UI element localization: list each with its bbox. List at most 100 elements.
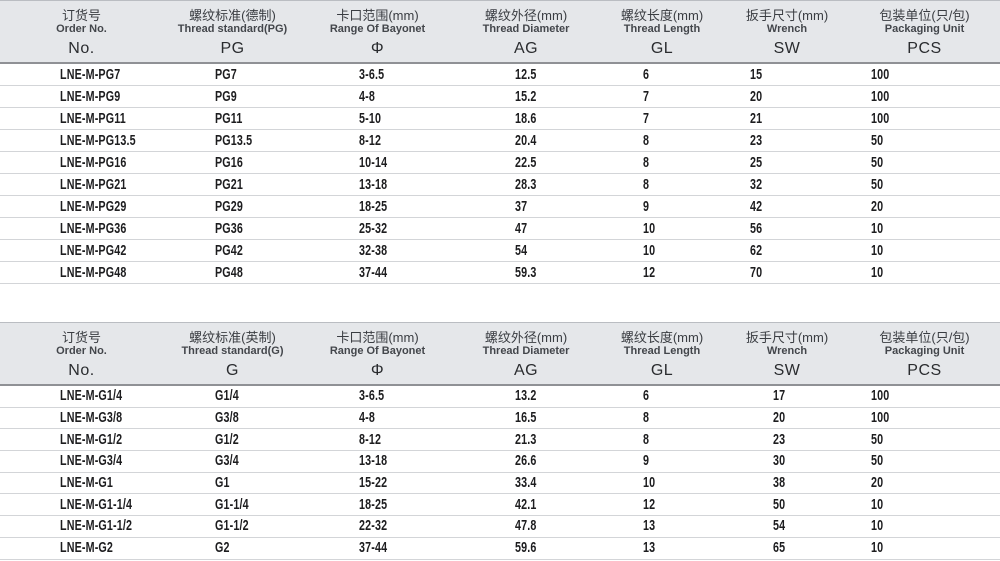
cell-value: 23 <box>773 431 786 448</box>
column-header-5: 扳手尺寸(mm) Wrench SW <box>725 323 849 384</box>
table-cell: G3/8 <box>163 408 302 429</box>
cell-value: 23 <box>750 132 763 149</box>
column-label-cn: 螺纹长度(mm) <box>620 330 704 345</box>
table-cell: G1 <box>163 473 302 494</box>
table-cell: LNE-M-PG29 <box>0 196 163 217</box>
table-cell: 30 <box>725 451 849 472</box>
cell-value: LNE-M-G3/8 <box>60 410 123 427</box>
table-cell: 100 <box>849 86 1000 107</box>
table-cell: 100 <box>849 64 1000 85</box>
table-cell: 70 <box>725 262 849 283</box>
column-header-1: 螺纹标准(德制) Thread standard(PG) PG <box>163 1 302 62</box>
table-cell: 8-12 <box>302 429 453 450</box>
cell-value: 18-25 <box>359 496 388 513</box>
table-cell: 15-22 <box>302 473 453 494</box>
table-cell: 10 <box>849 218 1000 239</box>
column-label-en: Wrench <box>766 23 808 35</box>
cell-value: 50 <box>871 176 884 193</box>
column-label-en: Range Of Bayonet <box>329 23 426 35</box>
column-header-3: 螺纹外径(mm) Thread Diameter AG <box>453 323 599 384</box>
table-cell: 4-8 <box>302 408 453 429</box>
column-label-code: PCS <box>907 362 942 379</box>
column-header-4: 螺纹长度(mm) Thread Length GL <box>599 323 725 384</box>
column-label-en: Packaging Unit <box>884 345 965 357</box>
cell-value: 9 <box>643 453 650 470</box>
table-cell: G3/4 <box>163 451 302 472</box>
cell-value: 5-10 <box>359 110 382 127</box>
pg-table-header-row: 订货号 Order No. No. 螺纹标准(德制) Thread standard(P… <box>0 0 1000 64</box>
cell-value: 7 <box>643 88 650 105</box>
table-cell: 10 <box>849 516 1000 537</box>
table-cell: 21 <box>725 108 849 129</box>
cell-value: 3-6.5 <box>359 66 385 83</box>
table-cell: PG42 <box>163 240 302 261</box>
cell-value: 6 <box>643 66 650 83</box>
cell-value: 8-12 <box>359 431 382 448</box>
column-label-code: G <box>226 362 239 379</box>
cell-value: 59.6 <box>515 540 537 557</box>
column-header-6: 包装单位(只/包) Packaging Unit PCS <box>849 323 1000 384</box>
table-cell: 54 <box>453 240 599 261</box>
cell-value: PG16 <box>215 154 244 171</box>
table-cell: 20 <box>849 196 1000 217</box>
cell-value: G1/4 <box>215 388 239 405</box>
column-label-cn: 螺纹外径(mm) <box>484 8 568 23</box>
cell-value: 32-38 <box>359 242 388 259</box>
cell-value: G1/2 <box>215 431 239 448</box>
cell-value: 26.6 <box>515 453 537 470</box>
table-cell: 38 <box>725 473 849 494</box>
cell-value: 17 <box>773 388 786 405</box>
table-cell: LNE-M-PG7 <box>0 64 163 85</box>
cell-value: 56 <box>750 220 763 237</box>
table-cell: 20 <box>725 86 849 107</box>
cell-value: 50 <box>773 496 786 513</box>
table-row: LNE-M-G1-1/2 G1-1/2 22-32 47.8 13 54 10 <box>0 516 1000 538</box>
table-cell: 33.4 <box>453 473 599 494</box>
cell-value: 6 <box>643 388 650 405</box>
table-cell: 10-14 <box>302 152 453 173</box>
column-label-code: GL <box>650 362 674 379</box>
cell-value: PG36 <box>215 220 244 237</box>
cell-value: 22.5 <box>515 154 537 171</box>
column-label-en: Order No. <box>56 23 107 35</box>
table-cell: 50 <box>849 451 1000 472</box>
cell-value: 47 <box>515 220 528 237</box>
table-cell: 37-44 <box>302 538 453 559</box>
column-label-cn: 订货号 <box>61 8 101 23</box>
table-cell: 21.3 <box>453 429 599 450</box>
g-spec-table: 订货号 Order No. No. 螺纹标准(英制) Thread standard(G… <box>0 322 1000 560</box>
table-cell: LNE-M-PG42 <box>0 240 163 261</box>
table-cell: 100 <box>849 408 1000 429</box>
column-header-5: 扳手尺寸(mm) Wrench SW <box>725 1 849 62</box>
column-label-code: PG <box>220 40 245 57</box>
table-cell: LNE-M-PG48 <box>0 262 163 283</box>
table-cell: 32 <box>725 174 849 195</box>
table-row: LNE-M-PG16 PG16 10-14 22.5 8 25 50 <box>0 152 1000 174</box>
cell-value: G3/8 <box>215 410 239 427</box>
table-cell: 50 <box>849 174 1000 195</box>
cell-value: 54 <box>773 518 786 535</box>
cell-value: 7 <box>643 110 650 127</box>
column-label-cn: 螺纹长度(mm) <box>620 8 704 23</box>
table-cell: G2 <box>163 538 302 559</box>
column-label-en: Thread Length <box>623 23 701 35</box>
cell-value: PG29 <box>215 198 244 215</box>
cell-value: 13 <box>643 518 656 535</box>
table-cell: PG36 <box>163 218 302 239</box>
column-label-code: PCS <box>907 40 942 57</box>
table-cell: 100 <box>849 108 1000 129</box>
table-cell: 13 <box>599 538 725 559</box>
cell-value: 18-25 <box>359 198 388 215</box>
table-row: LNE-M-G1/4 G1/4 3-6.5 13.2 6 17 100 <box>0 386 1000 408</box>
table-cell: 12 <box>599 262 725 283</box>
table-cell: 15 <box>725 64 849 85</box>
table-cell: LNE-M-PG16 <box>0 152 163 173</box>
table-cell: 50 <box>849 130 1000 151</box>
table-cell: 50 <box>725 494 849 515</box>
column-label-en: Thread standard(G) <box>181 345 284 357</box>
table-row: LNE-M-PG11 PG11 5-10 18.6 7 21 100 <box>0 108 1000 130</box>
table-cell: 20.4 <box>453 130 599 151</box>
table-cell: 23 <box>725 130 849 151</box>
table-cell: 12 <box>599 494 725 515</box>
table-cell: 10 <box>849 494 1000 515</box>
